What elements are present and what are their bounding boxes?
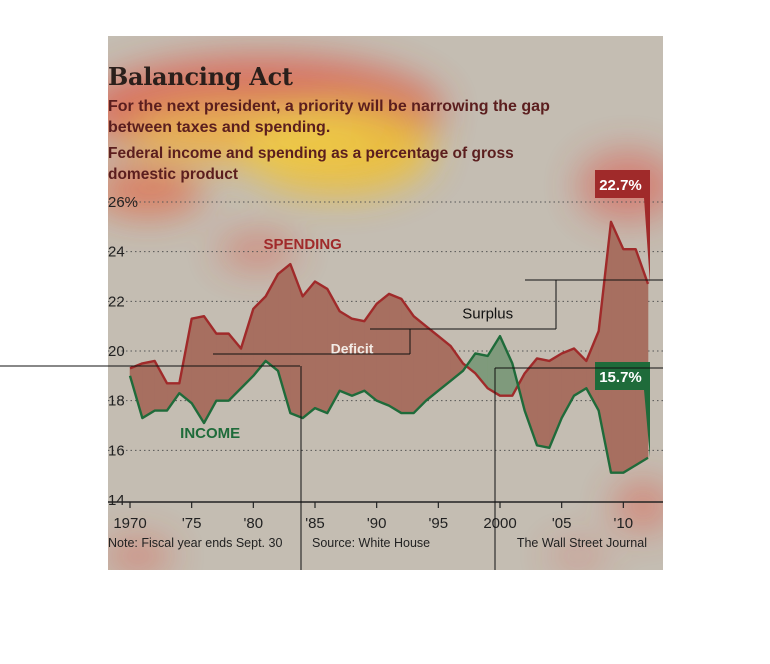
gap-area: [216, 333, 229, 401]
gap-area: [154, 360, 168, 411]
y-tick-label: 22: [108, 293, 125, 310]
income-annotation: INCOME: [180, 425, 240, 442]
gap-area: [425, 325, 439, 402]
footnote: Note: Fiscal year ends Sept. 30: [108, 536, 283, 550]
deficit-annotation: Deficit: [331, 340, 374, 356]
gap-area: [598, 221, 612, 473]
subtitle: For the next president, a priority will …: [108, 98, 550, 136]
y-tick-label: 26%: [108, 194, 138, 211]
surplus-annotation: Surplus: [462, 306, 513, 323]
gap-area: [388, 293, 402, 414]
gap-area: [302, 280, 316, 419]
x-tick-label: '05: [552, 515, 572, 532]
x-tick-label: 2000: [483, 515, 516, 532]
chart-panel: Balancing Act For the next president, a …: [108, 36, 663, 570]
x-tick-label: '95: [429, 515, 449, 532]
x-tick-label: '80: [244, 515, 264, 532]
spending-line: [129, 220, 650, 397]
spending-endpoint-flag: [595, 170, 650, 284]
y-tick-label: 24: [108, 244, 125, 261]
page-title: Balancing Act: [108, 62, 293, 91]
x-tick-label: '85: [305, 515, 325, 532]
x-tick-label: '10: [614, 515, 634, 532]
y-tick-label: 14: [108, 492, 125, 509]
x-tick-label: 1970: [113, 515, 146, 532]
chart-plot: 14 16 18 20 22 24 26% 1970 '75 '80 '85 '90 '95 2000 '0…: [108, 170, 663, 532]
spending-annotation: SPENDING: [263, 236, 341, 253]
gap-area: [623, 248, 636, 474]
x-tick-label: '90: [367, 515, 387, 532]
gap-area: [314, 280, 328, 414]
income-endpoint-flag: [595, 362, 650, 458]
x-tick-label: '75: [182, 515, 202, 532]
y-tick-label: 16: [108, 442, 125, 459]
gap-area: [499, 335, 513, 397]
gap-area: [376, 293, 390, 407]
gap-area: [401, 297, 414, 414]
gap-area: [413, 315, 427, 414]
spending-endpoint-label: 22.7%: [599, 177, 642, 194]
y-tick-label: 18: [108, 393, 125, 410]
income-line: [128, 334, 649, 474]
gap-area: [610, 221, 624, 473]
gap-area: [351, 318, 365, 397]
publisher-credit: The Wall Street Journal: [516, 536, 647, 550]
gap-area: [265, 273, 279, 372]
source-note: Source: White House: [312, 536, 431, 550]
gap-area: [475, 353, 488, 390]
income-endpoint-label: 15.7%: [599, 369, 642, 386]
gap-area: [142, 360, 155, 419]
y-tick-label: 20: [108, 343, 125, 360]
gap-area: [290, 263, 303, 419]
chart-heading: Federal income and spending as a percent…: [108, 145, 514, 183]
gap-area: [536, 358, 550, 449]
